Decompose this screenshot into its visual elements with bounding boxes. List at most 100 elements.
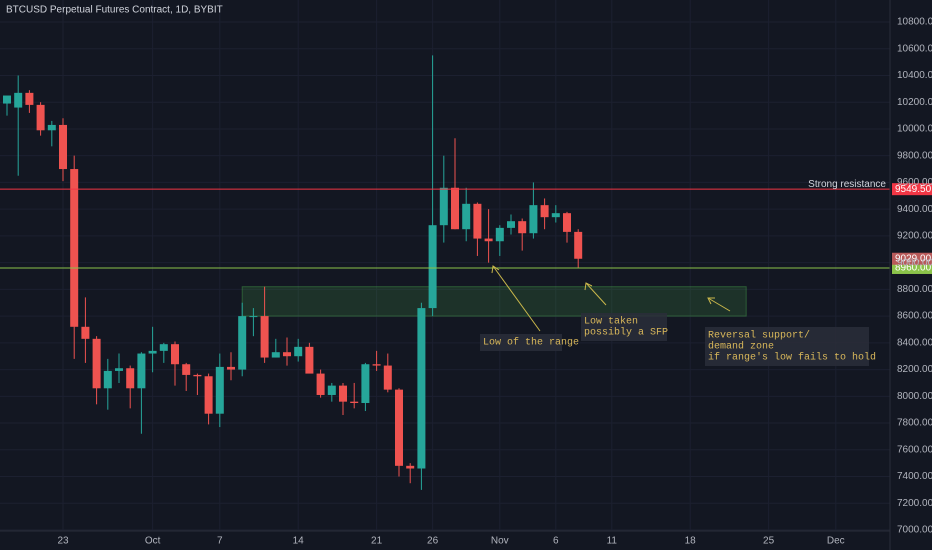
level-box	[892, 183, 932, 196]
y-tick-label: 8200.00	[897, 364, 932, 375]
x-tick-label: 6	[553, 536, 559, 547]
candle-body	[540, 205, 549, 218]
candle-body	[395, 389, 403, 466]
y-tick-label: 7000.00	[897, 525, 932, 536]
candle-body	[182, 364, 191, 375]
y-tick-label: 9200.00	[897, 231, 932, 242]
candle-body	[417, 308, 426, 469]
x-tick-label: 26	[427, 536, 439, 547]
y-tick-label: 10200.00	[897, 97, 932, 108]
x-tick-label: Oct	[145, 536, 161, 547]
annotation-text: demand zone	[708, 341, 774, 353]
y-tick-label: 10800.00	[897, 17, 932, 28]
candle-body	[283, 352, 291, 357]
candle-body	[227, 366, 235, 370]
candle-body	[462, 203, 471, 230]
annotation-box	[581, 313, 667, 341]
chart-title: BTCUSD Perpetual Futures Contract, 1D, B…	[6, 5, 223, 16]
annotation-text: possibly a SFP	[584, 327, 668, 339]
candle-body	[451, 187, 459, 230]
y-tick-label: 9400.00	[897, 204, 932, 215]
level-label: 9549.50	[895, 184, 932, 195]
candle-body	[103, 370, 112, 389]
last-price-box	[892, 252, 932, 265]
last-price-label: 9029.00	[895, 253, 932, 264]
candle-body	[159, 344, 168, 351]
candle-body	[148, 350, 157, 354]
y-tick-label: 7600.00	[897, 444, 932, 455]
candle-body	[215, 366, 224, 414]
x-tick-label: 7	[217, 536, 223, 547]
x-tick-label: 23	[57, 536, 69, 547]
level-name: Strong resistance	[808, 179, 886, 190]
y-tick-label: 9000.00	[897, 257, 932, 268]
candle-body	[327, 385, 336, 395]
candle-body	[92, 338, 101, 389]
y-tick-label: 8000.00	[897, 391, 932, 402]
candle-body	[25, 92, 34, 105]
x-tick-label: 14	[293, 536, 305, 547]
candle-body	[439, 187, 448, 226]
candle-body	[260, 316, 269, 358]
y-tick-label: 7800.00	[897, 418, 932, 429]
arrows	[491, 265, 731, 332]
y-tick-label: 10400.00	[897, 70, 932, 81]
x-tick-label: 18	[685, 536, 697, 547]
y-tick-label: 8800.00	[897, 284, 932, 295]
candle-body	[428, 225, 437, 309]
candle-body	[551, 213, 560, 218]
candle-body	[81, 326, 90, 339]
candle-body	[361, 364, 370, 403]
x-tick-label: 11	[607, 536, 618, 547]
candle-body	[36, 104, 45, 131]
candle-body	[406, 465, 415, 469]
axes: 7000.00 7200.00 7400.00 7600.00 7800.00 8000.…	[57, 17, 932, 547]
annotation-box	[705, 327, 869, 366]
candle-body	[294, 346, 303, 357]
candle-body	[14, 92, 23, 108]
candle-body	[518, 221, 527, 234]
candle-body	[115, 368, 123, 371]
candle-body	[249, 316, 258, 318]
candle-body	[137, 353, 146, 389]
candle-body	[495, 227, 504, 242]
candle-body	[372, 364, 381, 366]
candle-body	[59, 124, 67, 170]
annotation-box	[480, 334, 562, 351]
y-tick-label: 9600.00	[897, 177, 932, 188]
level-box	[892, 261, 932, 274]
x-tick-label: 25	[763, 536, 775, 547]
arrow-head	[584, 282, 593, 291]
candle-body	[204, 376, 213, 414]
candle-body	[193, 374, 202, 377]
arrow-head	[491, 265, 500, 274]
candle-body	[3, 95, 11, 104]
y-tick-label: 10000.00	[897, 124, 932, 135]
annotation-text: Low of the range	[483, 337, 579, 349]
annotation-text: if range's low fails to hold	[708, 352, 876, 364]
arrow	[707, 297, 731, 312]
arrow	[585, 282, 607, 306]
x-tick-label: 21	[371, 536, 383, 547]
candle-body	[126, 368, 135, 389]
demand-zone	[241, 286, 747, 317]
candle-body	[238, 316, 247, 370]
y-tick-label: 8400.00	[897, 337, 932, 348]
y-tick-label: 10600.00	[897, 43, 932, 54]
candle-body	[47, 124, 56, 131]
y-tick-label: 9800.00	[897, 150, 932, 161]
y-tick-label: 7400.00	[897, 471, 932, 482]
candle-body	[271, 352, 280, 358]
candle-body	[484, 238, 493, 242]
candle-body	[316, 373, 325, 395]
y-tick-label: 8600.00	[897, 311, 932, 322]
x-tick-label: Dec	[827, 536, 845, 547]
arrow	[492, 265, 541, 332]
candle-body	[383, 365, 392, 390]
x-tick-label: Nov	[491, 536, 509, 547]
candle-body	[563, 213, 571, 232]
